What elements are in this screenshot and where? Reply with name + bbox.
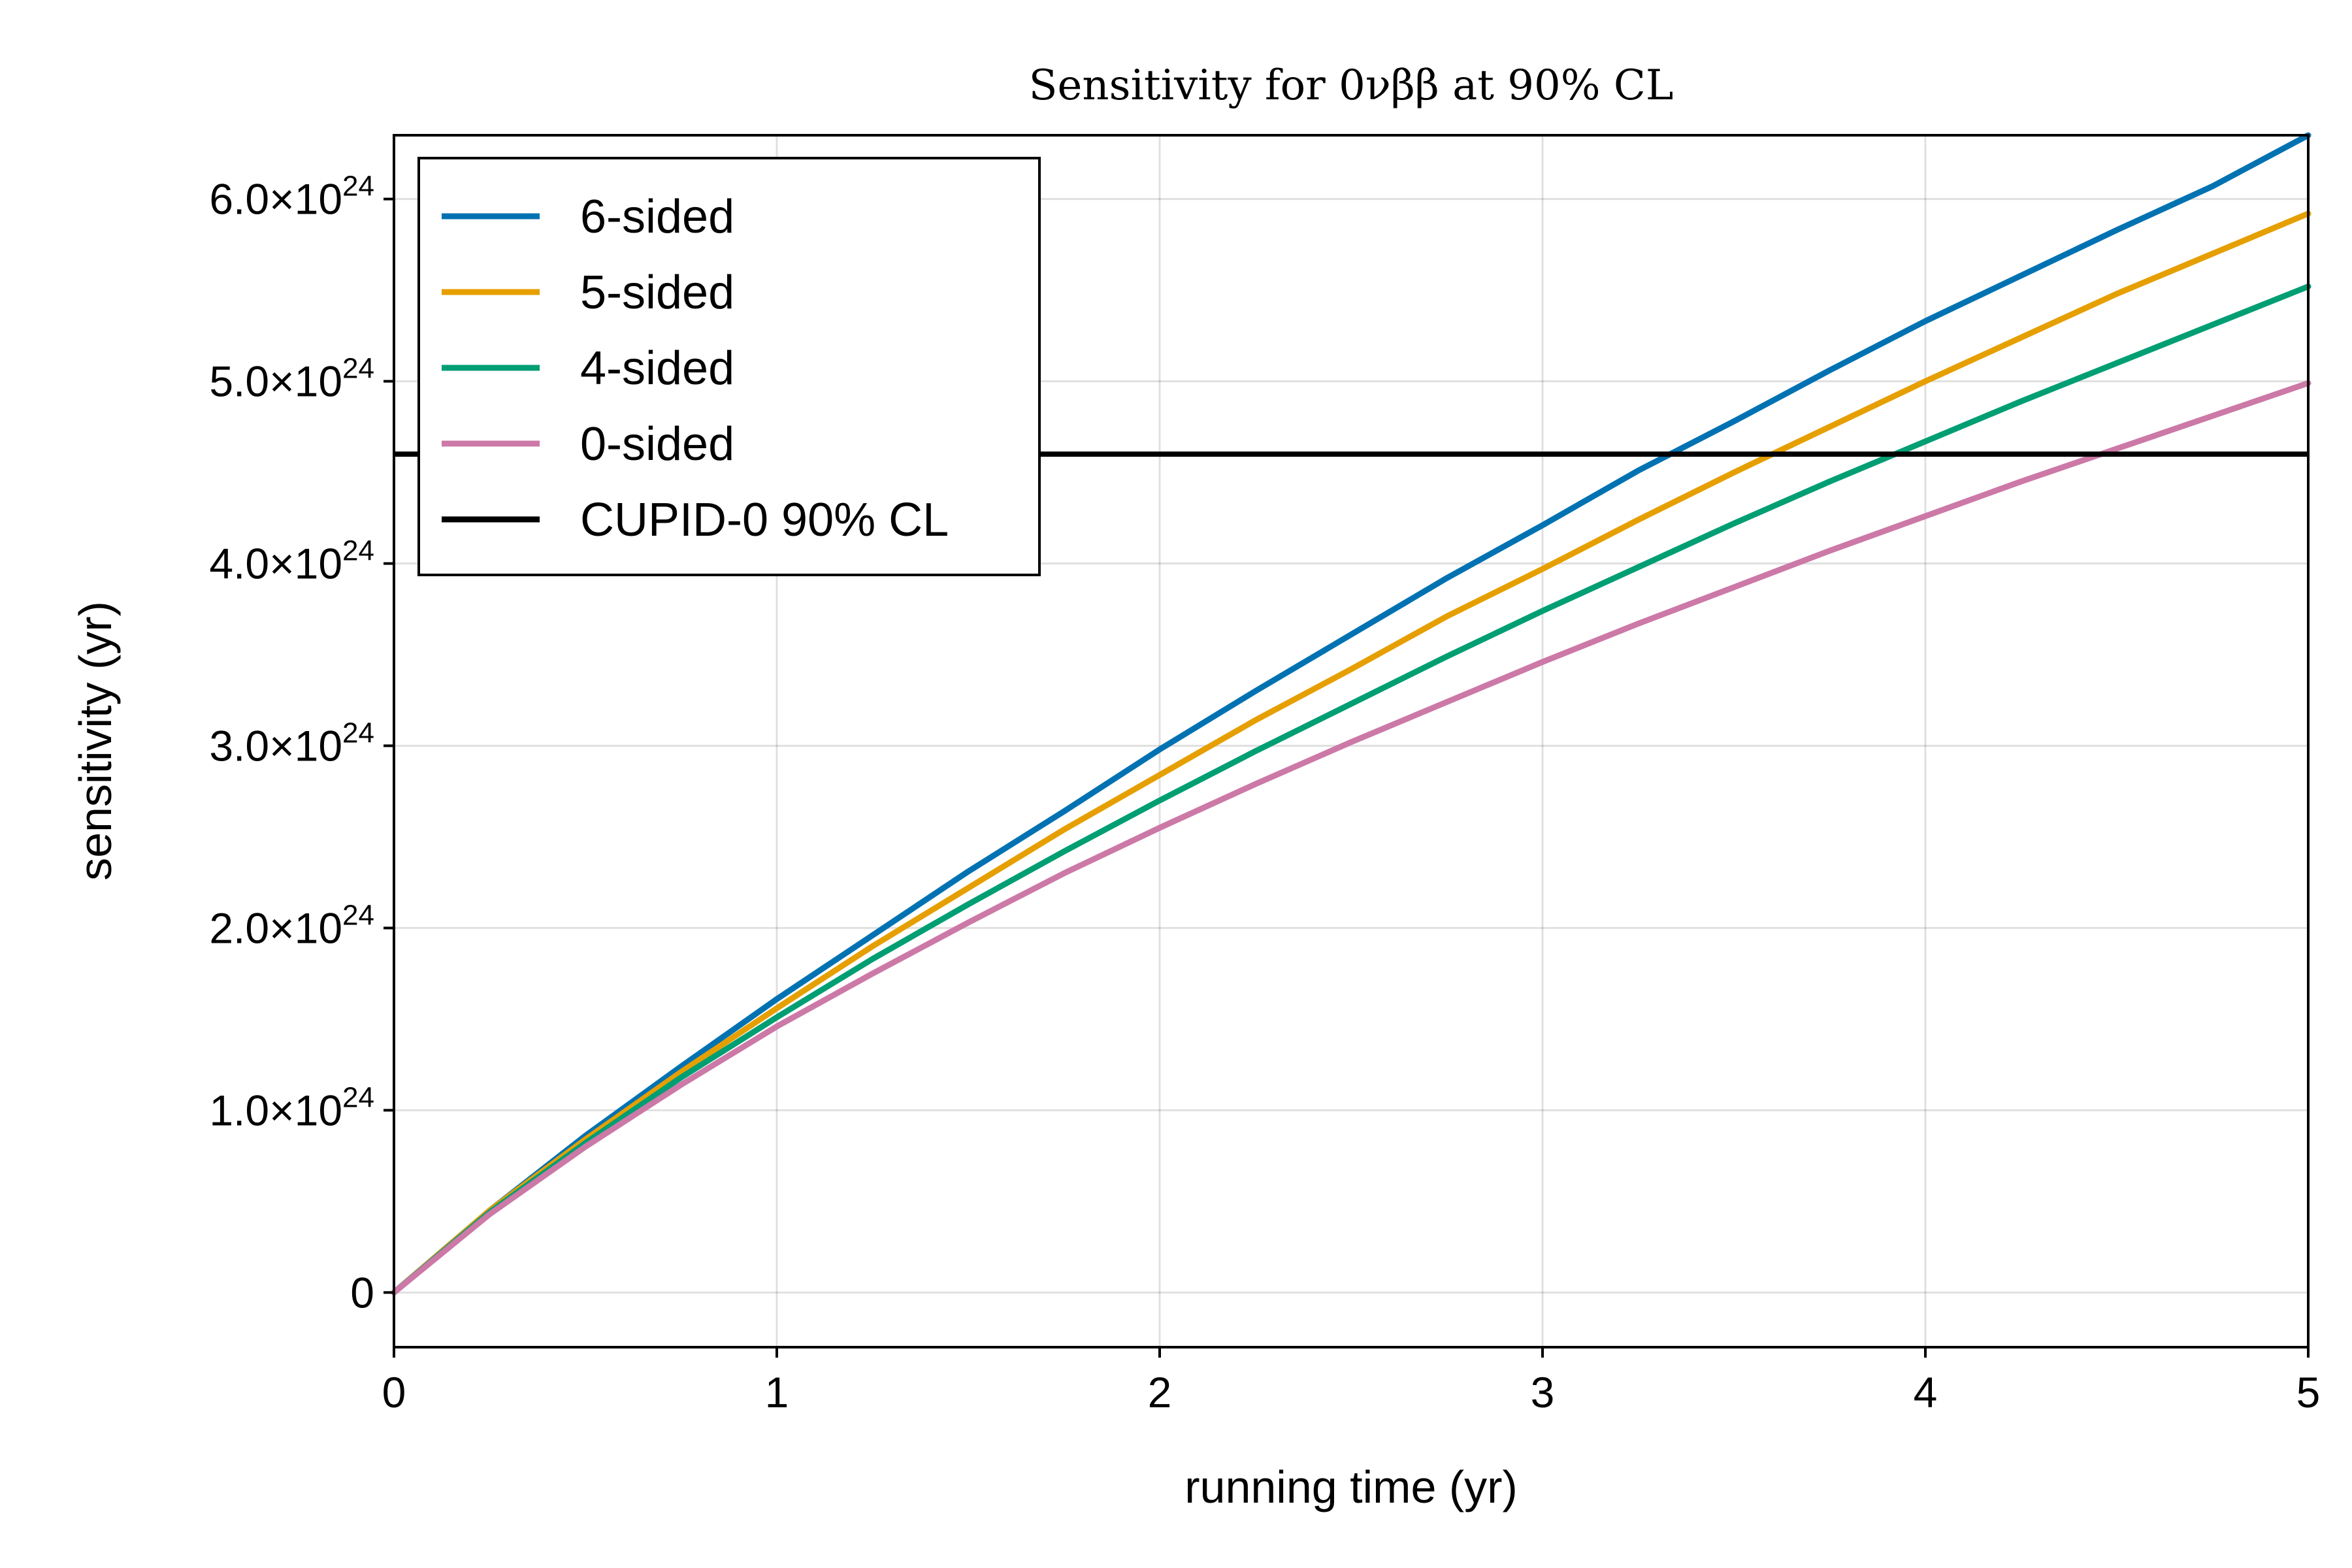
- legend-label-4-sided: 4-sided: [580, 342, 734, 395]
- x-tick-label: 2: [1148, 1368, 1172, 1416]
- plot-frame: [393, 134, 2310, 1348]
- y-tick-exponent: 24: [342, 353, 374, 385]
- legend-label-0-sided: 0-sided: [580, 418, 734, 470]
- series-line-0-sided: [391, 380, 2311, 1296]
- series-lines: [391, 132, 2311, 1296]
- legend-label-5-sided: 5-sided: [580, 267, 734, 319]
- x-tick-label: 4: [1914, 1368, 1938, 1416]
- y-tick-mantissa: 3.0×10: [209, 721, 342, 770]
- legend-label-6-sided: 6-sided: [580, 191, 734, 243]
- x-axis: 0 1 2 3 4 5: [382, 1347, 2321, 1416]
- y-tick-label: 3.0×1024: [209, 717, 374, 770]
- y-tick-mantissa: 1.0×10: [209, 1086, 342, 1134]
- y-axis: 01.0×10242.0×10243.0×10244.0×10245.0×102…: [209, 171, 394, 1316]
- x-tick-label: 5: [2296, 1368, 2321, 1416]
- y-tick-exponent: 24: [342, 717, 374, 749]
- series-line-5-sided: [391, 210, 2311, 1296]
- y-tick-mantissa: 2.0×10: [209, 904, 342, 952]
- y-tick-label: 4.0×1024: [209, 535, 374, 588]
- y-tick-label: 0: [350, 1268, 374, 1316]
- y-tick-exponent: 24: [342, 535, 374, 567]
- y-tick-label: 5.0×1024: [209, 353, 374, 406]
- x-tick-label: 0: [382, 1368, 406, 1416]
- series-line-4-sided: [391, 284, 2311, 1296]
- y-tick-label: 1.0×1024: [209, 1081, 374, 1134]
- legend-label-cupid-0-90-cl: CUPID-0 90% CL: [580, 494, 949, 546]
- y-axis-title: sensitivity (yr): [70, 601, 121, 881]
- series-line-6-sided: [391, 132, 2311, 1296]
- x-tick-label: 1: [765, 1368, 789, 1416]
- x-axis-title: running time (yr): [1184, 1462, 1518, 1512]
- y-tick-mantissa: 5.0×10: [209, 357, 342, 406]
- y-tick-mantissa: 6.0×10: [209, 175, 342, 223]
- y-tick-mantissa: 0: [350, 1268, 374, 1316]
- y-tick-label: 2.0×1024: [209, 899, 374, 952]
- x-tick-label: 3: [1531, 1368, 1555, 1416]
- legend: 6-sided 5-sided 4-sided 0-sided CUPID-0 90% …: [417, 157, 1041, 576]
- y-tick-label: 6.0×1024: [209, 171, 374, 223]
- y-tick-exponent: 24: [342, 1081, 374, 1113]
- y-tick-exponent: 24: [342, 171, 374, 203]
- y-tick-exponent: 24: [342, 899, 374, 931]
- y-tick-mantissa: 4.0×10: [209, 540, 342, 588]
- chart-title: Sensitivity for 0νββ at 90% CL: [1029, 61, 1674, 110]
